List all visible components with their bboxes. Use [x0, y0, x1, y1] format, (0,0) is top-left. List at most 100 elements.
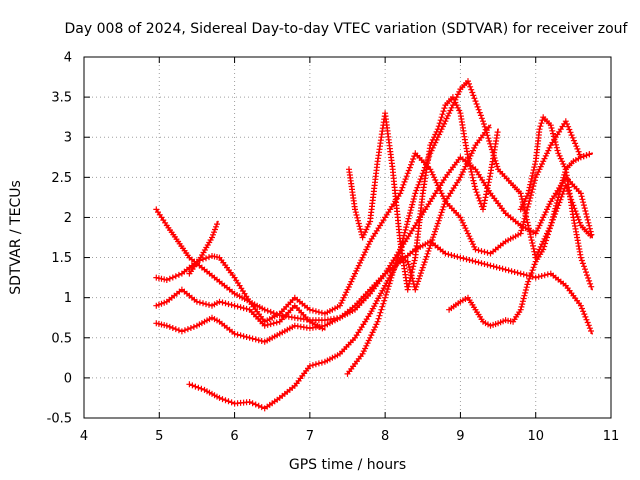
- data-point: [359, 254, 366, 261]
- data-point: [381, 297, 388, 304]
- data-point: [411, 193, 418, 200]
- data-point: [472, 98, 479, 105]
- data-point: [523, 213, 530, 220]
- data-point: [315, 309, 322, 316]
- data-point: [471, 183, 478, 190]
- data-point: [573, 143, 580, 150]
- data-point: [544, 234, 550, 241]
- data-point: [421, 259, 428, 266]
- y-tick-label: -0.5: [47, 412, 72, 427]
- data-point: [541, 155, 548, 162]
- data-point: [352, 206, 358, 213]
- data-point: [243, 305, 250, 312]
- data-point: [539, 161, 545, 167]
- data-point: [409, 158, 415, 165]
- data-point: [494, 129, 501, 136]
- data-point: [258, 404, 265, 411]
- data-point: [534, 227, 540, 234]
- data-point: [486, 138, 493, 144]
- data-point: [550, 130, 556, 137]
- data-point: [379, 303, 386, 310]
- data-point: [365, 337, 372, 344]
- data-point: [240, 333, 247, 340]
- data-point: [406, 280, 413, 287]
- data-point: [343, 289, 350, 296]
- data-point: [548, 219, 555, 226]
- data-point: [473, 101, 480, 107]
- data-point: [318, 359, 325, 366]
- data-point: [410, 198, 416, 205]
- data-point: [515, 231, 522, 238]
- data-point: [368, 332, 375, 339]
- data-point: [475, 247, 482, 254]
- series-markers-4: [153, 238, 594, 345]
- data-point: [355, 220, 362, 227]
- data-point: [494, 163, 501, 170]
- data-point: [472, 258, 479, 265]
- data-point: [246, 334, 253, 341]
- data-point: [520, 201, 527, 208]
- data-point: [240, 305, 247, 312]
- data-point: [471, 144, 478, 151]
- data-point: [212, 226, 218, 233]
- data-point: [578, 257, 585, 264]
- data-point: [407, 210, 413, 216]
- data-point: [405, 215, 412, 222]
- data-point: [469, 257, 476, 264]
- data-point: [465, 230, 471, 237]
- data-point: [431, 134, 438, 141]
- x-tick-label: 6: [230, 429, 238, 444]
- data-point: [526, 184, 533, 191]
- data-point: [525, 278, 532, 285]
- data-point: [557, 155, 564, 162]
- series-markers-10: [517, 114, 593, 213]
- data-point: [169, 274, 176, 281]
- data-point: [406, 164, 413, 171]
- data-point: [348, 278, 355, 285]
- data-point: [270, 320, 277, 327]
- data-point: [493, 264, 500, 271]
- data-point: [434, 126, 441, 133]
- data-point: [519, 301, 526, 308]
- data-point: [562, 118, 569, 125]
- data-point: [169, 325, 176, 331]
- data-point: [429, 237, 436, 243]
- data-point: [577, 190, 584, 197]
- data-point: [582, 313, 589, 320]
- data-point: [392, 260, 399, 267]
- data-point: [436, 120, 443, 127]
- data-point: [206, 254, 212, 261]
- data-point: [267, 308, 274, 315]
- data-point: [470, 92, 477, 99]
- data-point: [461, 166, 468, 173]
- data-point: [581, 263, 587, 270]
- data-point: [528, 237, 535, 244]
- data-point: [480, 121, 487, 127]
- data-point: [481, 123, 488, 130]
- data-point: [417, 176, 424, 183]
- data-point: [487, 262, 494, 269]
- data-point: [577, 251, 584, 258]
- data-point: [541, 243, 548, 250]
- data-point: [193, 298, 200, 305]
- data-point: [528, 270, 535, 276]
- data-point: [478, 248, 485, 255]
- data-point: [531, 164, 538, 171]
- data-point: [460, 255, 467, 262]
- data-point: [406, 264, 413, 271]
- data-point: [551, 136, 558, 143]
- data-point: [431, 231, 438, 238]
- data-point: [433, 128, 440, 135]
- data-point: [389, 272, 396, 278]
- x-tick-label: 4: [80, 429, 88, 444]
- data-point: [448, 252, 455, 259]
- data-point: [530, 242, 536, 249]
- data-point: [502, 266, 509, 273]
- data-point: [435, 123, 442, 130]
- data-point: [456, 107, 463, 114]
- data-point: [531, 261, 538, 268]
- data-point: [225, 301, 232, 308]
- data-point: [508, 268, 515, 275]
- data-point: [524, 281, 531, 288]
- data-point: [519, 298, 526, 305]
